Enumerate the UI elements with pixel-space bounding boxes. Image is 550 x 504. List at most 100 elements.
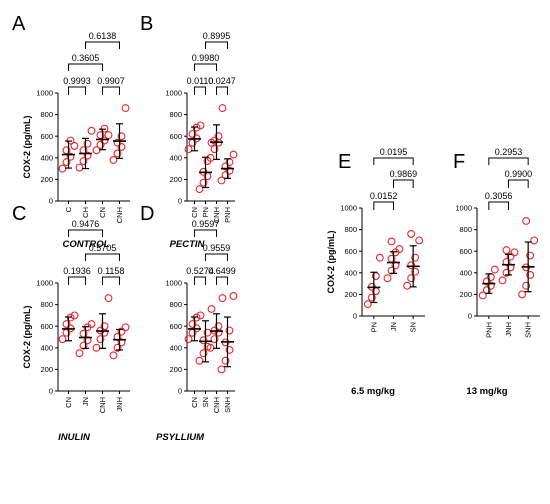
- comparison-bracket: [68, 86, 86, 95]
- y-tick-label: 0: [178, 387, 182, 396]
- p-value-label: 0.6138: [89, 31, 117, 41]
- data-point: [502, 246, 511, 255]
- data-point: [62, 320, 71, 328]
- y-tick-label: 1000: [36, 89, 53, 98]
- comparison-bracket: [194, 229, 217, 237]
- data-point: [199, 336, 208, 345]
- panel-c: C 0 200 400 600 800 1000 COX-2 (pg/mL) CN JN CNH JN…: [12, 203, 130, 443]
- panel-letter: D: [140, 203, 154, 225]
- y-tick-label: 0: [353, 312, 357, 321]
- y-tick-label: 600: [169, 322, 182, 331]
- data-point: [104, 131, 113, 140]
- x-tick-label: SNH: [524, 322, 533, 338]
- group-label: INULIN: [58, 432, 91, 443]
- data-point: [113, 138, 122, 147]
- comparison-bracket: [488, 201, 509, 210]
- data-point: [530, 236, 539, 245]
- x-tick-label: CNH: [212, 397, 221, 413]
- data-point: [87, 126, 96, 135]
- comparison-bracket: [216, 276, 228, 285]
- data-point: [104, 294, 113, 303]
- group-label: PECTIN: [170, 239, 206, 250]
- comparison-bracket: [102, 86, 120, 95]
- y-tick-label: 1000: [165, 89, 182, 98]
- data-point: [195, 185, 204, 194]
- data-point: [66, 152, 75, 161]
- p-value-label: 0.9980: [192, 53, 220, 63]
- comparison-bracket: [68, 63, 103, 71]
- x-tick-label: SN: [201, 397, 210, 407]
- y-tick-label: 1000: [455, 204, 472, 213]
- data-point: [199, 178, 208, 187]
- p-value-label: 0.9869: [390, 169, 418, 179]
- x-tick-label: C: [64, 206, 73, 212]
- p-value-label: 0.1936: [63, 266, 91, 276]
- data-point: [387, 237, 396, 246]
- p-value-label: 0.3056: [485, 191, 513, 201]
- x-tick-label: SNH: [223, 397, 232, 413]
- data-point: [100, 322, 109, 331]
- data-point: [117, 143, 126, 151]
- data-point: [62, 158, 71, 167]
- p-value-label: 0.9900: [505, 169, 533, 179]
- data-point: [121, 104, 130, 113]
- p-value-label: 0.9476: [72, 219, 100, 229]
- data-point: [214, 322, 223, 331]
- comparison-bracket: [373, 201, 394, 210]
- y-tick-label: 800: [459, 225, 472, 234]
- data-point: [498, 276, 507, 285]
- comparison-bracket: [194, 86, 206, 95]
- p-value-label: 0.3605: [72, 53, 100, 63]
- p-value-label: 0.6499: [208, 266, 236, 276]
- panel-letter: B: [140, 13, 153, 35]
- panel-letter: E: [338, 151, 351, 173]
- data-point: [375, 253, 384, 262]
- data-point: [407, 229, 416, 238]
- p-value-label: 0.8995: [203, 31, 231, 41]
- data-point: [214, 132, 223, 141]
- data-point: [203, 328, 212, 337]
- data-point: [490, 265, 499, 274]
- data-point: [210, 335, 219, 344]
- panel-a: A 0 200 400 600 800 1000 COX-2 (pg/mL) C CH CN CNH 0…: [12, 13, 130, 250]
- y-axis-label: COX-2 (pg/mL): [22, 116, 32, 179]
- y-tick-label: 800: [344, 225, 357, 234]
- y-tick-label: 400: [169, 153, 182, 162]
- p-value-label: 0.9559: [203, 243, 231, 253]
- y-tick-label: 800: [40, 300, 53, 309]
- data-point: [195, 356, 204, 365]
- y-tick-label: 0: [468, 312, 472, 321]
- data-point: [478, 291, 487, 300]
- x-tick-label: CNH: [98, 397, 107, 413]
- y-tick-label: 200: [459, 290, 472, 299]
- data-point: [207, 304, 216, 313]
- data-point: [229, 150, 238, 159]
- y-tick-label: 400: [344, 268, 357, 277]
- y-tick-label: 1000: [340, 204, 357, 213]
- group-label: 6.5 mg/kg: [351, 386, 395, 397]
- y-tick-label: 1000: [36, 279, 53, 288]
- data-point: [113, 149, 122, 158]
- data-point: [196, 121, 205, 130]
- p-value-label: 0.0152: [370, 191, 398, 201]
- comparison-bracket: [205, 41, 228, 49]
- x-tick-label: JN: [81, 397, 90, 406]
- data-point: [221, 356, 230, 365]
- x-tick-label: PNH: [484, 322, 493, 338]
- data-point: [383, 274, 392, 283]
- data-point: [96, 335, 105, 344]
- y-tick-label: 400: [40, 343, 53, 352]
- data-point: [367, 293, 376, 302]
- y-tick-label: 600: [344, 247, 357, 256]
- data-point: [221, 162, 230, 171]
- group-label: CONTROL: [63, 239, 110, 250]
- data-point: [83, 139, 92, 148]
- x-tick-label: JN: [389, 322, 398, 331]
- data-point: [79, 157, 88, 165]
- x-tick-label: CNH: [115, 207, 124, 223]
- data-point: [486, 281, 495, 290]
- x-tick-label: SN: [409, 322, 418, 332]
- data-point: [407, 274, 416, 283]
- x-tick-label: PN: [369, 322, 378, 332]
